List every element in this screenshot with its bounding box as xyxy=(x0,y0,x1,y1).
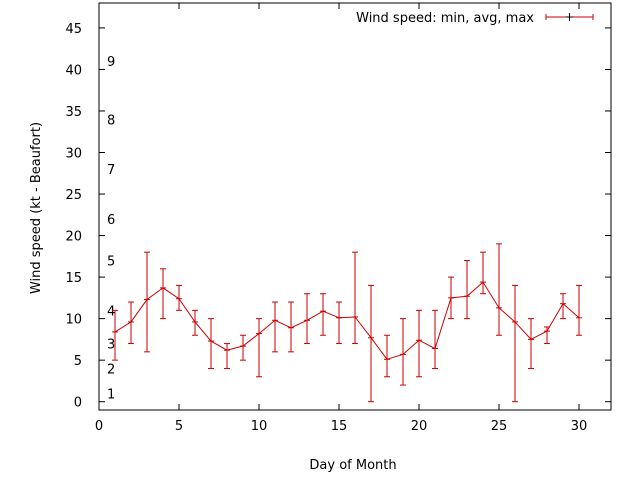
series-layer xyxy=(112,243,582,403)
data-point xyxy=(240,343,246,350)
x-tick-label: 15 xyxy=(331,419,348,434)
data-point xyxy=(352,313,358,320)
beaufort-label: 2 xyxy=(107,362,115,377)
y-axis-title: Wind speed (kt - Beaufort) xyxy=(29,122,44,294)
data-point xyxy=(160,284,166,291)
data-point xyxy=(384,356,390,363)
data-point xyxy=(256,330,262,337)
y-tick-label: 10 xyxy=(65,313,82,328)
y-tick-label: 5 xyxy=(74,354,82,369)
y-tick-label: 0 xyxy=(74,396,82,411)
beaufort-label: 3 xyxy=(107,338,115,353)
y-tick-label: 40 xyxy=(65,63,82,78)
data-point xyxy=(336,314,342,321)
beaufort-label: 4 xyxy=(107,304,115,319)
data-point xyxy=(400,351,406,358)
legend: Wind speed: min, avg, max + xyxy=(356,10,594,26)
x-tick-label: 10 xyxy=(251,419,268,434)
data-point xyxy=(320,308,326,315)
data-point xyxy=(432,345,438,352)
data-point xyxy=(288,324,294,331)
data-point xyxy=(192,318,198,325)
y-tick-label: 30 xyxy=(65,147,82,162)
data-point xyxy=(144,296,150,303)
beaufort-label: 5 xyxy=(107,254,115,269)
series-line xyxy=(114,281,580,360)
data-point xyxy=(368,334,374,341)
x-tick-label: 30 xyxy=(571,419,588,434)
data-point xyxy=(448,294,454,301)
y-tick-label: 20 xyxy=(65,230,82,245)
data-point xyxy=(128,318,134,325)
data-point xyxy=(224,347,230,354)
data-point xyxy=(464,293,470,300)
data-point xyxy=(112,328,118,335)
x-tick-label: 5 xyxy=(175,419,183,434)
x-tick-label: 25 xyxy=(491,419,508,434)
beaufort-label: 1 xyxy=(107,387,115,402)
x-axis-title: Day of Month xyxy=(309,458,396,473)
beaufort-label: 9 xyxy=(107,55,115,70)
data-point xyxy=(416,337,422,344)
beaufort-label: 7 xyxy=(107,163,115,178)
beaufort-label: 6 xyxy=(107,213,115,228)
data-point xyxy=(560,300,566,307)
y-tick-label: 45 xyxy=(65,22,82,37)
legend-label: Wind speed: min, avg, max xyxy=(356,11,534,26)
legend-point-marker: + xyxy=(564,10,574,24)
data-point xyxy=(480,279,486,286)
beaufort-scale-labels: 1 2 3 4 5 6 7 8 9 xyxy=(107,55,115,402)
data-point xyxy=(512,318,518,325)
y-tick-label: 25 xyxy=(65,188,82,203)
data-point xyxy=(176,295,182,302)
x-tick-label: 20 xyxy=(411,419,428,434)
y-tick-label: 15 xyxy=(65,271,82,286)
data-point xyxy=(304,317,310,324)
data-point xyxy=(272,317,278,324)
data-point xyxy=(208,338,214,345)
x-tick-label: 0 xyxy=(95,419,103,434)
beaufort-label: 8 xyxy=(107,113,115,128)
data-point xyxy=(496,304,502,311)
y-tick-label: 35 xyxy=(65,105,82,120)
data-point xyxy=(576,314,582,321)
data-point xyxy=(528,336,534,343)
data-point xyxy=(544,328,550,335)
plot-frame xyxy=(98,2,612,411)
